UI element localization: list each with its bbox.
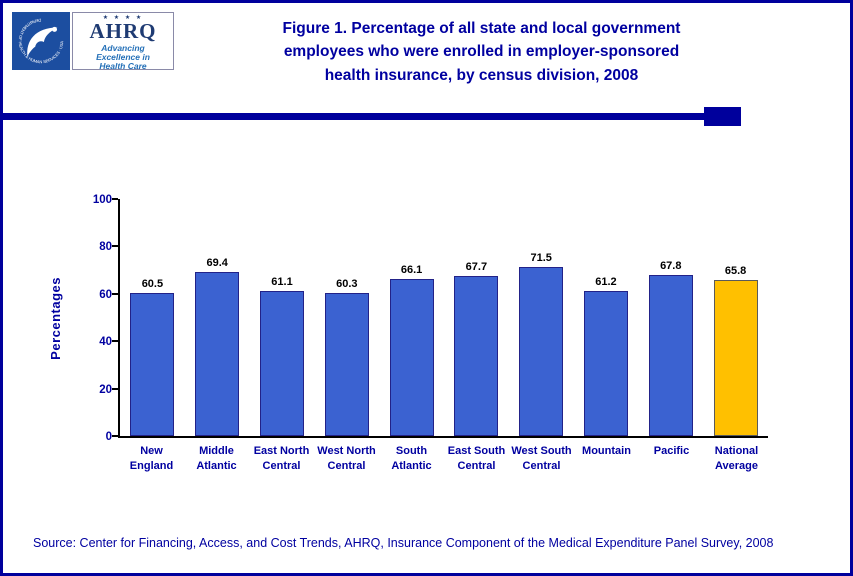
- bar-value-label: 65.8: [724, 265, 747, 278]
- header-divider-bar: [3, 113, 740, 120]
- bar-column: 61.1: [250, 199, 315, 436]
- bar: [195, 271, 240, 436]
- figure-title: Figure 1. Percentage of all state and lo…: [183, 17, 780, 87]
- y-tick-mark: [112, 435, 118, 437]
- x-axis-label: West South Central: [511, 445, 572, 472]
- x-axis-label: South Atlantic: [391, 445, 432, 472]
- plot-area: 60.5 69.4 61.1 60.3 66.1 67.7 71.5 61.2 67.8 65.8…: [93, 194, 768, 443]
- header-logos: DEPARTMENT OF HEALTH & HUMAN SERVICES · …: [12, 12, 174, 71]
- bar: [454, 275, 499, 436]
- bar-column: 65.8: [703, 199, 768, 436]
- bar: [389, 279, 434, 436]
- figure-title-line3: health insurance, by census division, 20…: [324, 66, 639, 84]
- bar-value-label: 67.8: [660, 260, 682, 273]
- bars-row: 60.5 69.4 61.1 60.3 66.1 67.7 71.5 61.2 67.8 65.8: [120, 199, 768, 436]
- y-tick-label: 40: [99, 336, 112, 349]
- x-axis-label: Pacific: [653, 445, 690, 457]
- bar-column: 67.7: [444, 199, 509, 436]
- bar-column: 60.3: [314, 199, 379, 436]
- hhs-eagle-icon: [27, 27, 58, 57]
- ahrq-tagline: Advancing Excellence in Health Care: [77, 44, 169, 71]
- y-tick-label: 0: [105, 431, 112, 443]
- y-tick-mark: [112, 340, 118, 343]
- x-axis-label: Middle Atlantic: [196, 445, 237, 472]
- y-axis-label-wrap: Percentages: [45, 199, 65, 438]
- x-axis-label: East South Central: [447, 445, 506, 472]
- bar: [583, 290, 628, 436]
- figure-title-line1: Figure 1. Percentage of all state and lo…: [282, 20, 681, 37]
- ahrq-logo-text: AHRQ: [89, 19, 157, 43]
- y-tick-mark: [112, 198, 118, 200]
- y-tick-mark: [112, 245, 118, 248]
- x-axis-label: National Average: [714, 445, 759, 472]
- bar-column: 61.2: [574, 199, 639, 436]
- bar-column: 60.5: [120, 199, 185, 436]
- x-axis-label: Mountain: [582, 445, 631, 457]
- bar: [259, 291, 304, 436]
- bar-value-label: 66.1: [400, 264, 423, 277]
- y-tick-label: 60: [99, 288, 112, 301]
- bar-value-label: 61.1: [271, 276, 293, 289]
- figure-title-line2: employees who were enrolled in employer-…: [283, 43, 680, 61]
- bar-column: 71.5: [509, 199, 574, 436]
- bar: [713, 280, 758, 436]
- x-axis-label: East North Central: [253, 445, 310, 472]
- bar-column: 69.4: [185, 199, 250, 436]
- bar-column: 66.1: [379, 199, 444, 436]
- y-axis-label: Percentages: [47, 277, 63, 360]
- y-tick-mark: [112, 292, 118, 295]
- bar-value-label: 69.4: [206, 256, 228, 269]
- x-axis-labels: New England Middle Atlantic East North Cen…: [119, 444, 769, 474]
- x-axis-label: West North Central: [317, 445, 376, 472]
- bar-value-label: 67.7: [465, 260, 488, 273]
- bar: [324, 293, 369, 436]
- bar-value-label: 61.2: [595, 275, 617, 288]
- x-axis-label: New England: [129, 445, 174, 472]
- bar-value-label: 60.5: [141, 277, 164, 290]
- ahrq-tagline-line3: Health Care: [99, 61, 147, 71]
- y-tick-label: 100: [92, 194, 112, 206]
- y-tick-label: 20: [99, 383, 112, 396]
- bar: [519, 266, 564, 436]
- hhs-logo: DEPARTMENT OF HEALTH & HUMAN SERVICES · …: [12, 12, 70, 70]
- header-divider-endcap: [704, 107, 741, 126]
- ahrq-stars-icon: ★ ★ ★ ★: [102, 15, 144, 21]
- ahrq-tagline-line2: Excellence in: [96, 52, 150, 62]
- bar-value-label: 60.3: [336, 278, 358, 291]
- ahrq-tagline-line1: Advancing: [101, 43, 145, 53]
- ahrq-logo: ★ ★ ★ ★ AHRQ Advancing Excellence in Hea…: [72, 12, 174, 71]
- bar: [130, 292, 175, 436]
- bar-value-label: 71.5: [530, 251, 552, 264]
- bar-column: 67.8: [638, 199, 703, 436]
- y-tick-label: 80: [99, 241, 112, 254]
- hhs-eagle-head: [52, 26, 58, 32]
- bar: [648, 275, 693, 436]
- y-tick-mark: [112, 387, 118, 390]
- source-text: Source: Center for Financing, Access, an…: [33, 536, 774, 550]
